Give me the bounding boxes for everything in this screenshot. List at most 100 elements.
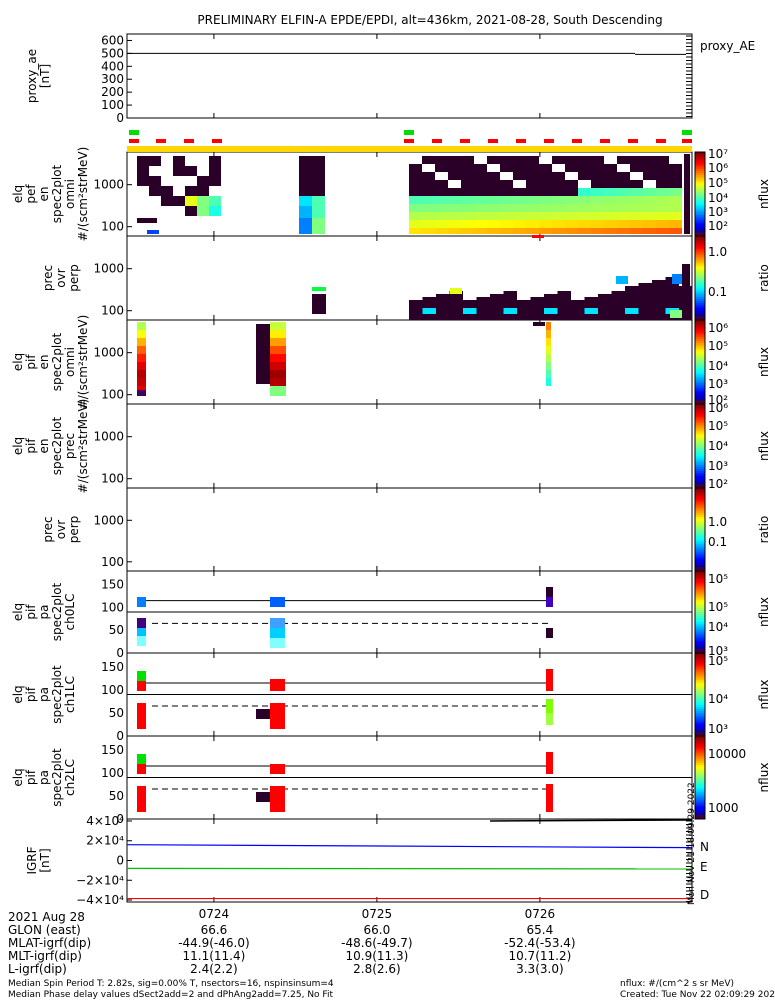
epde-ratio-cell: [544, 308, 558, 314]
epde-spec-cell: [137, 156, 149, 166]
availability-red-0: [129, 139, 139, 143]
colorbar-cell-epde_spec: [695, 173, 705, 176]
colorbar-cell-epde_ratio: [695, 236, 705, 239]
colorbar-cell-pa_ch1: [695, 723, 705, 727]
epde-spec-right: [656, 212, 669, 220]
colorbar-cell-pa_ch1: [695, 696, 705, 700]
ytick-label-pa_ch1-2: 50: [109, 706, 124, 720]
colorbar-cell-epdi_spec: [695, 347, 705, 350]
epde-spec-right: [448, 172, 461, 180]
colorbar-cell-pa_ch2: [695, 789, 705, 793]
panel-frame-epdi_prec: [126, 403, 693, 489]
ytick-label-epde_ratio-0: 1000: [93, 262, 124, 276]
epde-spec-mid: [299, 218, 312, 234]
colorbar-label-pa_ch0: nflux: [757, 597, 771, 627]
epde-spec-mid: [312, 206, 325, 218]
ytick-label-pa_ch0-1: 100: [101, 600, 124, 614]
epde-spec-cell: [149, 176, 161, 186]
epde-spec-right: [487, 220, 500, 228]
colorbar-cell-epdi_spec: [695, 353, 705, 357]
colorbar-cell-epde_ratio: [695, 254, 705, 258]
colorbar-cell-epde_spec: [695, 198, 705, 201]
ylabel-epde_spec-1: pef: [24, 184, 38, 204]
epde-spec-right: [565, 164, 578, 172]
epde-ratio-cell: [652, 280, 666, 320]
epde-spec-right: [474, 180, 487, 188]
availability-green-1: [404, 130, 414, 135]
colorbar-cell-pa_ch2: [695, 775, 705, 778]
colorbar-cell-pa_ch2: [695, 804, 705, 808]
colorbar-cell-pa_ch2: [695, 756, 705, 760]
colorbar-cell-epdi_prec: [695, 431, 705, 434]
colorbar-cell-epde_ratio: [695, 307, 705, 310]
epde-spec-right: [513, 212, 526, 220]
colorbar-cell-epdi_ratio: [695, 504, 705, 508]
ylabel-pa_ch0-4: ch0LC: [63, 594, 77, 631]
ytick-label-proxy_ae-2: 400: [101, 59, 124, 73]
epde-spec-right: [604, 180, 617, 188]
epde-spec-cell: [197, 196, 209, 206]
colorbar-cell-epdi_ratio: [695, 564, 705, 568]
epde-ratio-cell: [611, 291, 625, 320]
availability-red-12: [628, 139, 638, 143]
colorbar-cell-pa_ch1: [695, 669, 705, 673]
epde-ratio-cell: [571, 300, 585, 320]
colorbar-cell-epde_ratio: [695, 257, 705, 260]
colorbar-cell-pa_ch2: [695, 754, 705, 758]
availability-red-3: [212, 139, 222, 143]
epde-spec-right: [552, 188, 565, 196]
colorbar-cell-epde_ratio: [695, 248, 705, 252]
colorbar-cell-epdi_ratio: [695, 568, 705, 572]
epde-spec-right: [669, 212, 682, 220]
colorbar-cell-pa_ch1: [695, 671, 705, 675]
colorbar-cell-epde_ratio: [695, 286, 705, 289]
epde-spec-right: [552, 228, 565, 234]
epde-spec-right: [500, 196, 513, 204]
epde-spec-mid: [299, 172, 325, 180]
epde-spec-right: [565, 180, 578, 188]
colorbar-cell-epdi_prec: [695, 439, 705, 443]
epde-spec-right: [422, 228, 435, 234]
ylabel-epde_ratio-2: perp: [67, 264, 81, 292]
epde-ratio-cell: [584, 308, 598, 314]
colorbar-cell-pa_ch0: [695, 575, 705, 578]
colorbar-label-pa_ch2: nflux: [757, 763, 771, 793]
colorbar-tick-pa_ch2-1: 1000: [708, 801, 739, 815]
colorbar-cell-epdi_ratio: [695, 498, 705, 501]
colorbar-cell-epdi_spec: [695, 345, 705, 348]
availability-red-5: [432, 139, 442, 143]
epde-ratio-cell: [449, 291, 463, 320]
pa-cell-pa_ch0: [137, 628, 146, 636]
epde-spec-right: [487, 212, 500, 220]
colorbar-cell-pa_ch2: [695, 736, 705, 739]
epde-spec-cell: [197, 176, 209, 186]
epdi-spec-mid: [270, 322, 286, 330]
pa-cell-pa_ch0: [270, 618, 285, 628]
panel-frame-proxy_ae: [126, 33, 693, 119]
colorbar-tick-pa_ch1-2: 10³: [708, 722, 728, 736]
colorbar-tick-pa_ch0-3: 10³: [708, 644, 728, 658]
colorbar-cell-pa_ch1: [695, 727, 705, 731]
colorbar-cell-pa_ch0: [695, 599, 705, 603]
epde-spec-right: [409, 180, 422, 188]
colorbar-cell-pa_ch1: [695, 719, 705, 722]
epde-spec-right: [643, 188, 656, 196]
colorbar-cell-pa_ch1: [695, 686, 705, 689]
colorbar-tick-epdi_ratio-1: 0.1: [708, 535, 727, 549]
x-tick-label-0: 0724: [199, 907, 230, 921]
colorbar-cell-pa_ch1: [695, 706, 705, 710]
colorbar-cell-epdi_spec: [695, 338, 705, 342]
epdi-spec-right: [546, 354, 551, 362]
ylabel-epdi_spec-5: #/(scm²strMeV): [76, 315, 90, 410]
availability-green-2: [682, 130, 692, 135]
colorbar-cell-epdi_prec: [695, 473, 705, 476]
epde-spec-right: [604, 220, 617, 228]
colorbar-cell-epdi_prec: [695, 410, 705, 413]
epde-spec-mid: [299, 188, 325, 196]
colorbar-cell-epdi_spec: [695, 326, 705, 329]
ylabel-epdi_prec-4: prec: [63, 433, 77, 459]
epde-spec-right: [643, 220, 656, 228]
epde-spec-right: [552, 220, 565, 228]
epde-spec-right: [461, 212, 474, 220]
